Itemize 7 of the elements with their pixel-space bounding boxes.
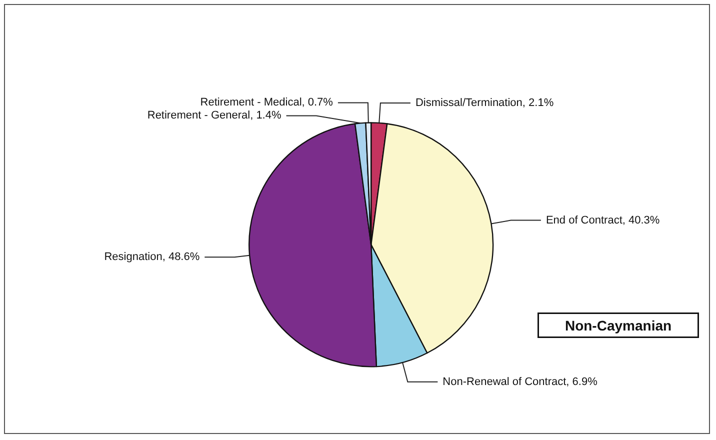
slice-label: Retirement - General, 1.4%	[147, 110, 282, 122]
slice-label: Retirement - Medical, 0.7%	[200, 96, 334, 109]
slice-label: Resignation, 48.6%	[104, 251, 200, 264]
slice-label: Dismissal/Termination, 2.1%	[415, 97, 554, 110]
text: Non-Caymanian	[564, 317, 672, 334]
slice-label: Non-Renewal of Contract, 6.9%	[442, 376, 598, 388]
slice-label: End of Contract, 40.3%	[546, 214, 660, 226]
